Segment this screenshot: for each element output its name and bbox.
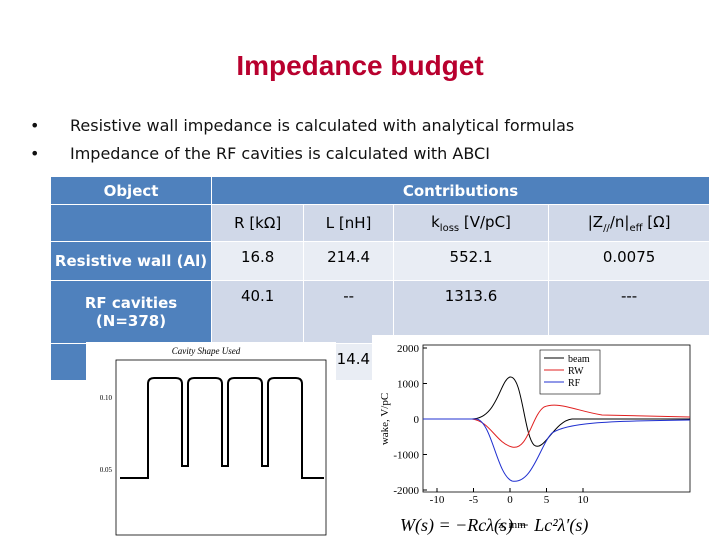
value-cell: 0.0075 (548, 241, 710, 281)
legend-label: RW (568, 366, 584, 377)
value-cell: 214.4 (303, 241, 394, 281)
x-axis-label: z, mm (498, 519, 526, 531)
header-cell: Contributions (211, 176, 710, 205)
y-tick-label: 0.05 (100, 466, 113, 474)
cavity-plot: Cavity Shape Used 0.10 0.05 (86, 342, 336, 542)
subscript: // (603, 222, 610, 234)
x-tick-label: -5 (469, 494, 479, 506)
text: [V/pC] (459, 212, 511, 231)
x-tick-label: -10 (430, 494, 445, 506)
y-tick-label: 0.10 (100, 394, 113, 402)
text: L [nH] (325, 214, 372, 232)
y-tick-label: 0 (414, 414, 420, 426)
formula: W(s) = −Rcλ(s) − Lc²λ′(s) (400, 515, 588, 536)
subscript: eff (629, 222, 643, 234)
text: |Z (587, 212, 604, 231)
value-cell: --- (548, 280, 710, 344)
y-tick-label: 1000 (397, 379, 420, 391)
column-header: kloss [V/pC] (392, 204, 550, 242)
table-row: Resistive wall (Al) 16.8 214.4 552.1 0.0075 (50, 241, 710, 281)
value-cell: 552.1 (392, 241, 550, 281)
x-tick-label: 5 (544, 494, 550, 506)
y-tick-label: -1000 (393, 450, 419, 462)
blank-cell (50, 204, 212, 242)
legend-label: beam (568, 354, 590, 365)
bullet-text: Impedance of the RF cavities is calculat… (70, 144, 490, 163)
bullet: • Resistive wall impedance is calculated … (30, 116, 575, 135)
column-header: L [nH] (303, 204, 394, 242)
object-cell: RF cavities (N=378) (50, 280, 212, 344)
x-tick-label: 0 (507, 494, 513, 506)
column-header: |Z///n|eff [Ω] (548, 204, 710, 242)
legend-label: RF (568, 378, 581, 389)
plot-title: Cavity Shape Used (172, 346, 241, 356)
bullet-text: Resistive wall impedance is calculated w… (70, 116, 575, 135)
table-row: RF cavities (N=378) 40.1 -- 1313.6 --- (50, 280, 710, 344)
value-cell: 16.8 (210, 241, 305, 281)
y-tick-label: -2000 (393, 485, 419, 497)
y-axis-label: wake, V/pC (379, 393, 391, 445)
subscript: loss (439, 222, 460, 234)
header-cell: Object (50, 176, 212, 205)
text: /n| (609, 212, 630, 231)
value-cell: 40.1 (210, 280, 305, 344)
x-tick-label: 10 (578, 494, 590, 506)
bullet: • Impedance of the RF cavities is calcula… (30, 144, 490, 163)
text: R [kΩ] (234, 214, 282, 232)
value-cell: -- (303, 280, 394, 344)
y-tick-label: 2000 (397, 343, 420, 355)
column-header: R [kΩ] (210, 204, 305, 242)
text: [Ω] (642, 212, 671, 231)
text: k (431, 212, 440, 231)
slide-title: Impedance budget (236, 50, 484, 81)
object-cell: Resistive wall (Al) (50, 241, 212, 281)
